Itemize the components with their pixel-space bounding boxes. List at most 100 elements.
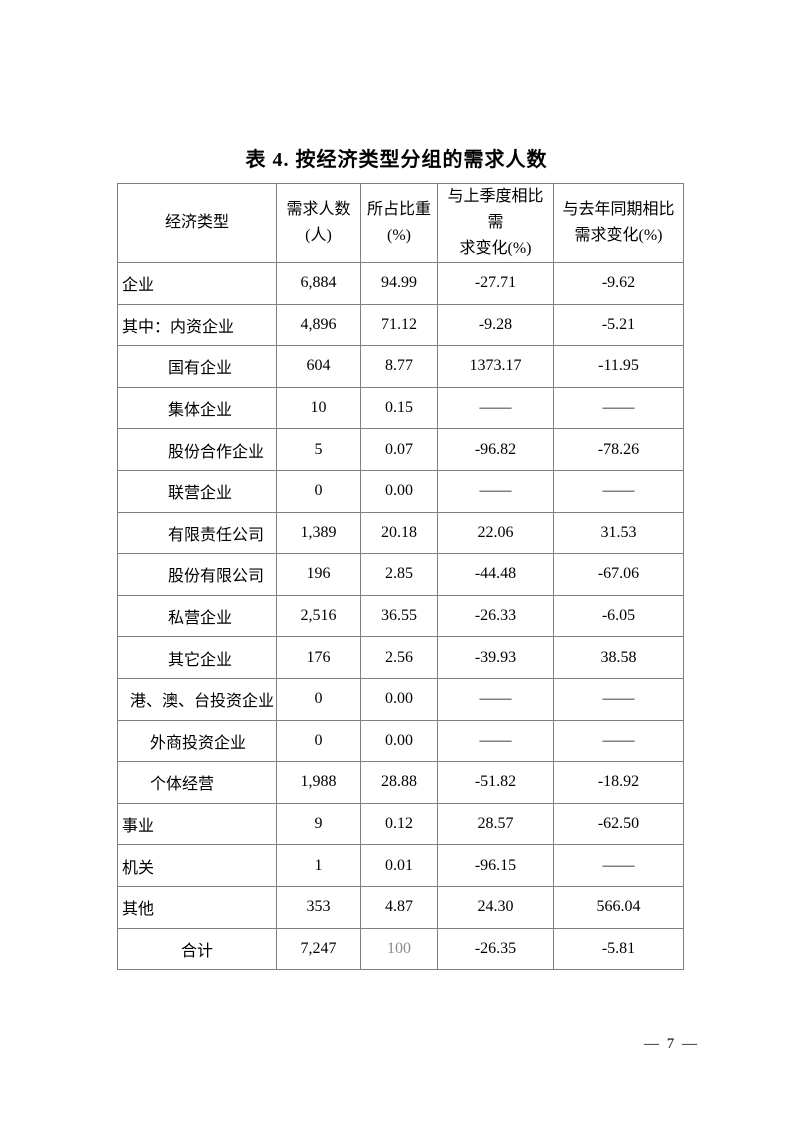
table-body: 企业 6,884 94.99 -27.71 -9.62 其中：内资企业 4,896 71.12… [117,262,684,971]
row-value: —— [437,677,554,721]
table-row: 有限责任公司 1,389 20.18 22.06 31.53 [117,511,684,555]
row-value: -96.15 [437,844,554,887]
economic-type-demand-table: 经济类型 需求人数 (人) 所占比重 (%) 与上季度相比需 求变化(%) 与去年同期相比 需求… [117,183,684,971]
row-value: -62.50 [553,802,684,846]
table-row: 机关 1 0.01 -96.15 —— [117,844,684,887]
row-value: 31.53 [553,511,684,555]
column-header-line: 与去年同期相比 [562,201,675,218]
row-value: 38.58 [553,636,684,679]
table-header: 经济类型 需求人数 (人) 所占比重 (%) 与上季度相比需 求变化(%) 与去年同期相比 需求… [117,183,684,263]
row-value: —— [553,386,684,430]
row-label: 联营企业 [117,469,277,513]
row-value: -5.21 [553,303,684,347]
column-header-2: 所占比重 (%) [360,183,438,263]
column-header-line: 经济类型 [164,214,229,231]
row-label: 集体企业 [117,386,277,430]
row-value: 1 [276,844,361,887]
row-value: 196 [276,553,361,596]
row-value: -26.35 [437,927,554,971]
table-row: 其它企业 176 2.56 -39.93 38.58 [117,636,684,679]
table-row: 私营企业 2,516 36.55 -26.33 -6.05 [117,594,684,638]
row-value: -51.82 [437,761,554,804]
table-row: 外商投资企业 0 0.00 —— —— [117,719,684,763]
row-label: 合计 [117,927,277,971]
row-label: 企业 [117,262,277,305]
column-header-line: (人) [305,227,332,244]
row-value: 0.15 [360,386,438,430]
row-value: -6.05 [553,594,684,638]
row-value: 28.88 [360,761,438,804]
row-value: -9.62 [553,262,684,305]
column-header-line: 所占比重 [366,201,431,218]
row-value: 0.01 [360,844,438,887]
row-value: 0 [276,719,361,763]
row-value: 36.55 [360,594,438,638]
column-header-1: 需求人数 (人) [276,183,361,263]
column-header-4: 与去年同期相比 需求变化(%) [553,183,684,263]
row-value: -9.28 [437,303,554,347]
row-value: 604 [276,345,361,388]
row-value: 0.00 [360,677,438,721]
row-value: 20.18 [360,511,438,555]
table-row: 股份有限公司 196 2.85 -44.48 -67.06 [117,553,684,596]
row-value: 4,896 [276,303,361,347]
row-value: 22.06 [437,511,554,555]
column-header-line: 求变化(%) [459,240,532,257]
row-value: -67.06 [553,553,684,596]
row-value: —— [437,719,554,763]
row-value: -18.92 [553,761,684,804]
row-value: 28.57 [437,802,554,846]
table-row: 联营企业 0 0.00 —— —— [117,469,684,513]
row-value: 2,516 [276,594,361,638]
row-label: 事业 [117,802,277,846]
row-value: -11.95 [553,345,684,388]
row-label: 国有企业 [117,345,277,388]
row-value: 9 [276,802,361,846]
row-value: 176 [276,636,361,679]
row-value: 10 [276,386,361,430]
table-row: 股份合作企业 5 0.07 -96.82 -78.26 [117,428,684,471]
row-value: —— [553,677,684,721]
header-row: 经济类型 需求人数 (人) 所占比重 (%) 与上季度相比需 求变化(%) 与去年同期相比 需求… [117,183,684,263]
row-value: 100 [360,927,438,971]
row-label: 个体经营 [117,761,277,804]
row-value: 1373.17 [437,345,554,388]
table-row: 事业 9 0.12 28.57 -62.50 [117,802,684,846]
row-value: 1,389 [276,511,361,555]
row-value: -27.71 [437,262,554,305]
row-value: -44.48 [437,553,554,596]
row-value: 0.07 [360,428,438,471]
row-label: 股份合作企业 [117,428,277,471]
row-value: 0.00 [360,719,438,763]
row-label: 其它企业 [117,636,277,679]
row-label: 外商投资企业 [117,719,277,763]
table-row: 港、澳、台投资企业 0 0.00 —— —— [117,677,684,721]
row-value: 71.12 [360,303,438,347]
row-value: 0.12 [360,802,438,846]
row-value: —— [553,719,684,763]
row-value: 2.85 [360,553,438,596]
row-label: 私营企业 [117,594,277,638]
table-row: 国有企业 604 8.77 1373.17 -11.95 [117,345,684,388]
row-value: 94.99 [360,262,438,305]
row-value: 0 [276,677,361,721]
table-title: 表 4. 按经济类型分组的需求人数 [245,149,548,171]
row-value: 7,247 [276,927,361,971]
row-value: —— [553,469,684,513]
row-value: -5.81 [553,927,684,971]
column-header-line: 需求人数 [286,201,351,218]
row-value: —— [437,386,554,430]
column-header-line: (%) [387,227,411,244]
row-value: -26.33 [437,594,554,638]
row-value: 2.56 [360,636,438,679]
table-row: 企业 6,884 94.99 -27.71 -9.62 [117,262,684,305]
table-row: 其中：内资企业 4,896 71.12 -9.28 -5.21 [117,303,684,347]
row-label: 其中：内资企业 [117,303,277,347]
table-row: 其他 353 4.87 24.30 566.04 [117,885,684,929]
column-header-line: 需求变化(%) [574,227,663,244]
row-value: -96.82 [437,428,554,471]
row-value: 6,884 [276,262,361,305]
row-value: 8.77 [360,345,438,388]
row-value: 1,988 [276,761,361,804]
